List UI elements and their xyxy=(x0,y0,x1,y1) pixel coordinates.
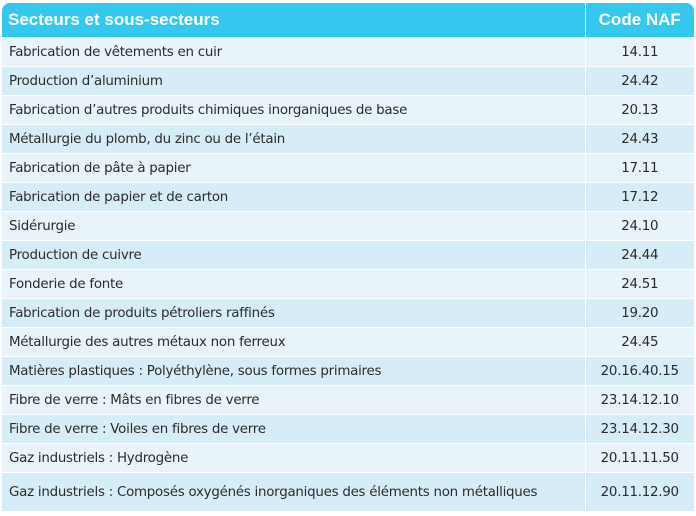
sector-cell: Fabrication d’autres produits chimiques … xyxy=(2,95,586,125)
code-cell: 24.10 xyxy=(585,211,694,241)
sector-cell: Matières plastiques : Polyéthylène, sous… xyxy=(2,356,586,386)
sector-cell: Production d’aluminium xyxy=(2,66,586,96)
table-row: Fibre de verre : Voiles en fibres de ver… xyxy=(2,414,694,444)
sector-cell: Production de cuivre xyxy=(2,240,586,270)
code-cell: 20.16.40.15 xyxy=(585,356,694,386)
table-row: Matières plastiques : Polyéthylène, sous… xyxy=(2,356,694,386)
table-row: Fabrication de pâte à papier 17.11 xyxy=(2,153,694,183)
code-cell: 23.14.12.30 xyxy=(585,414,694,444)
code-cell: 23.14.12.10 xyxy=(585,385,694,415)
header-code: Code NAF xyxy=(585,3,694,38)
table-row: Fibre de verre : Mâts en fibres de verre… xyxy=(2,385,694,415)
code-cell: 17.12 xyxy=(585,182,694,212)
table-row: Métallurgie des autres métaux non ferreu… xyxy=(2,327,694,357)
table-row: Gaz industriels : Composés oxygénés inor… xyxy=(2,472,694,511)
code-cell: 24.42 xyxy=(585,66,694,96)
table-row: Fabrication de papier et de carton 17.12 xyxy=(2,182,694,212)
code-cell: 20.11.11.50 xyxy=(585,443,694,473)
table-row: Fonderie de fonte 24.51 xyxy=(2,269,694,299)
sector-cell: Fabrication de vêtements en cuir xyxy=(2,37,586,67)
sector-cell: Fibre de verre : Voiles en fibres de ver… xyxy=(2,414,586,444)
table-header-row: Secteurs et sous-secteurs Code NAF xyxy=(2,3,694,38)
table-row: Fabrication de produits pétroliers raffi… xyxy=(2,298,694,328)
sector-cell: Métallurgie du plomb, du zinc ou de l’ét… xyxy=(2,124,586,154)
sector-cell: Sidérurgie xyxy=(2,211,586,241)
code-cell: 20.13 xyxy=(585,95,694,125)
code-cell: 24.43 xyxy=(585,124,694,154)
naf-table: Secteurs et sous-secteurs Code NAF Fabri… xyxy=(2,3,694,511)
code-cell: 20.11.12.90 xyxy=(585,472,694,511)
table-row: Métallurgie du plomb, du zinc ou de l’ét… xyxy=(2,124,694,154)
naf-table-container: Secteurs et sous-secteurs Code NAF Fabri… xyxy=(2,3,694,511)
code-cell: 19.20 xyxy=(585,298,694,328)
header-sector: Secteurs et sous-secteurs xyxy=(2,3,586,38)
table-row: Fabrication d’autres produits chimiques … xyxy=(2,95,694,125)
code-cell: 24.44 xyxy=(585,240,694,270)
code-cell: 24.45 xyxy=(585,327,694,357)
sector-cell: Métallurgie des autres métaux non ferreu… xyxy=(2,327,586,357)
sector-cell: Gaz industriels : Composés oxygénés inor… xyxy=(2,472,586,511)
code-cell: 17.11 xyxy=(585,153,694,183)
table-row: Production de cuivre 24.44 xyxy=(2,240,694,270)
table-row: Fabrication de vêtements en cuir 14.11 xyxy=(2,37,694,67)
code-cell: 14.11 xyxy=(585,37,694,67)
sector-cell: Fabrication de papier et de carton xyxy=(2,182,586,212)
code-cell: 24.51 xyxy=(585,269,694,299)
sector-cell: Fibre de verre : Mâts en fibres de verre xyxy=(2,385,586,415)
table-row: Sidérurgie 24.10 xyxy=(2,211,694,241)
sector-cell: Fabrication de pâte à papier xyxy=(2,153,586,183)
sector-cell: Gaz industriels : Hydrogène xyxy=(2,443,586,473)
sector-cell: Fabrication de produits pétroliers raffi… xyxy=(2,298,586,328)
table-row: Gaz industriels : Hydrogène 20.11.11.50 xyxy=(2,443,694,473)
table-row: Production d’aluminium 24.42 xyxy=(2,66,694,96)
sector-cell: Fonderie de fonte xyxy=(2,269,586,299)
